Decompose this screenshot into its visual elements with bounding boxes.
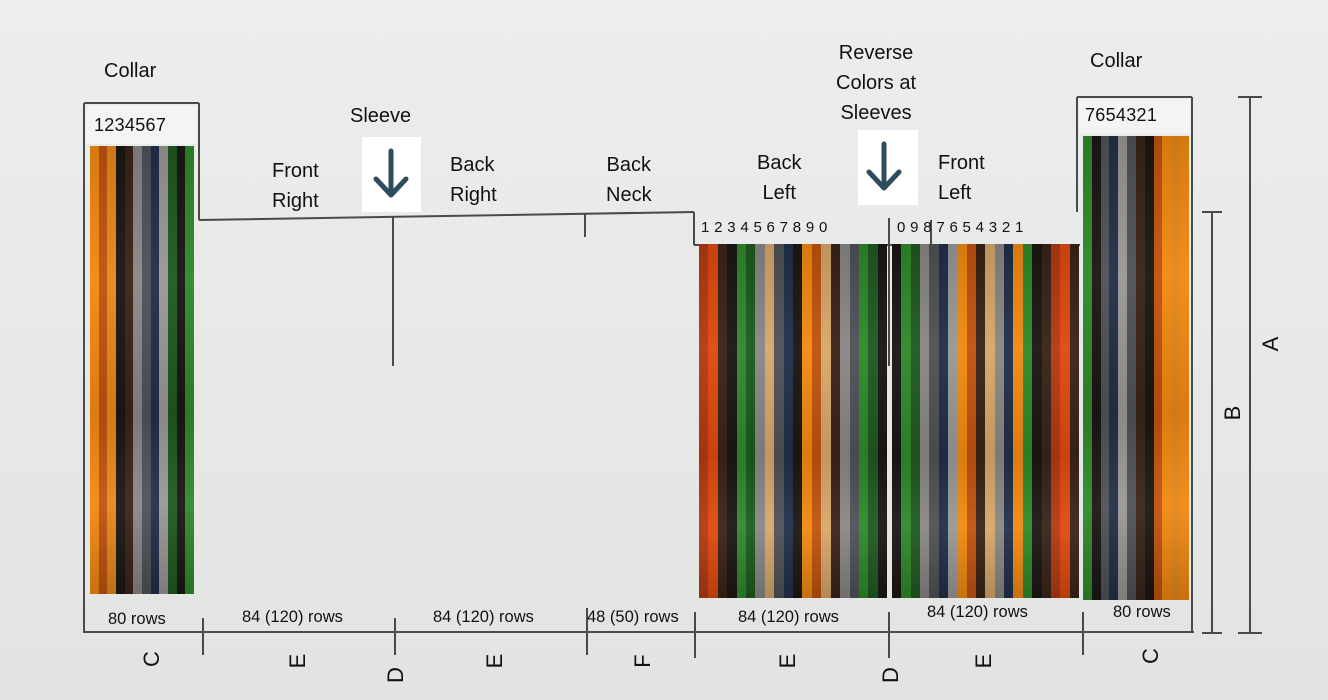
dimension-b: B xyxy=(1220,405,1245,421)
rows-collar-left: 80 rows xyxy=(108,610,166,628)
collar-left-stripes xyxy=(90,146,194,594)
back-neck-label: Back Neck xyxy=(606,154,652,206)
collar-left-label: Collar xyxy=(104,60,157,82)
reverse-arrow-box xyxy=(858,130,918,205)
section-c-right: C xyxy=(1138,648,1163,664)
front-left-stripes xyxy=(892,244,1079,598)
collar-right-label: Collar xyxy=(1090,50,1143,72)
back-right-label: Back Right xyxy=(450,154,497,206)
rows-back-right: 84 (120) rows xyxy=(433,608,534,626)
front-left-numbers: 0 9 8 7 6 5 4 3 2 1 xyxy=(897,219,1024,236)
section-d-1: D xyxy=(383,667,408,683)
section-d-2: D xyxy=(878,667,903,683)
rows-front-left: 84 (120) rows xyxy=(927,603,1028,621)
front-right-label: Front Right xyxy=(272,160,319,212)
section-e-3: E xyxy=(775,653,800,669)
arrow-down-icon xyxy=(866,141,902,191)
rows-back-neck: 48 (50) rows xyxy=(587,608,679,626)
arrow-down-icon xyxy=(373,148,409,198)
back-left-numbers: 1 2 3 4 5 6 7 8 9 0 xyxy=(701,219,828,236)
sleeve-arrow-box xyxy=(362,137,421,212)
reverse-colors-label: Reverse Colors at Sleeves xyxy=(836,42,917,124)
collar-left-number-box: 1234567 xyxy=(86,106,197,144)
section-f: F xyxy=(630,654,655,668)
back-left-label: Back Left xyxy=(757,152,802,204)
section-e-2: E xyxy=(482,653,507,669)
rows-back-left: 84 (120) rows xyxy=(738,608,839,626)
baseline xyxy=(83,103,1194,633)
collar-right-number-box: 7654321 xyxy=(1079,99,1190,133)
section-e-4: E xyxy=(971,653,996,669)
section-c-left: C xyxy=(139,651,164,667)
dimension-a: A xyxy=(1258,336,1283,352)
collar-right-numbers: 7654321 xyxy=(1085,105,1158,125)
collar-right-stripes xyxy=(1083,136,1189,600)
collar-left-numbers: 1234567 xyxy=(94,115,167,135)
rows-front-right: 84 (120) rows xyxy=(242,608,343,626)
back-left-stripes xyxy=(699,244,887,598)
sleeve-label: Sleeve xyxy=(350,105,412,127)
front-left-label: Front Left xyxy=(938,152,985,204)
section-e-1: E xyxy=(285,653,310,669)
rows-collar-right: 80 rows xyxy=(1113,603,1171,621)
